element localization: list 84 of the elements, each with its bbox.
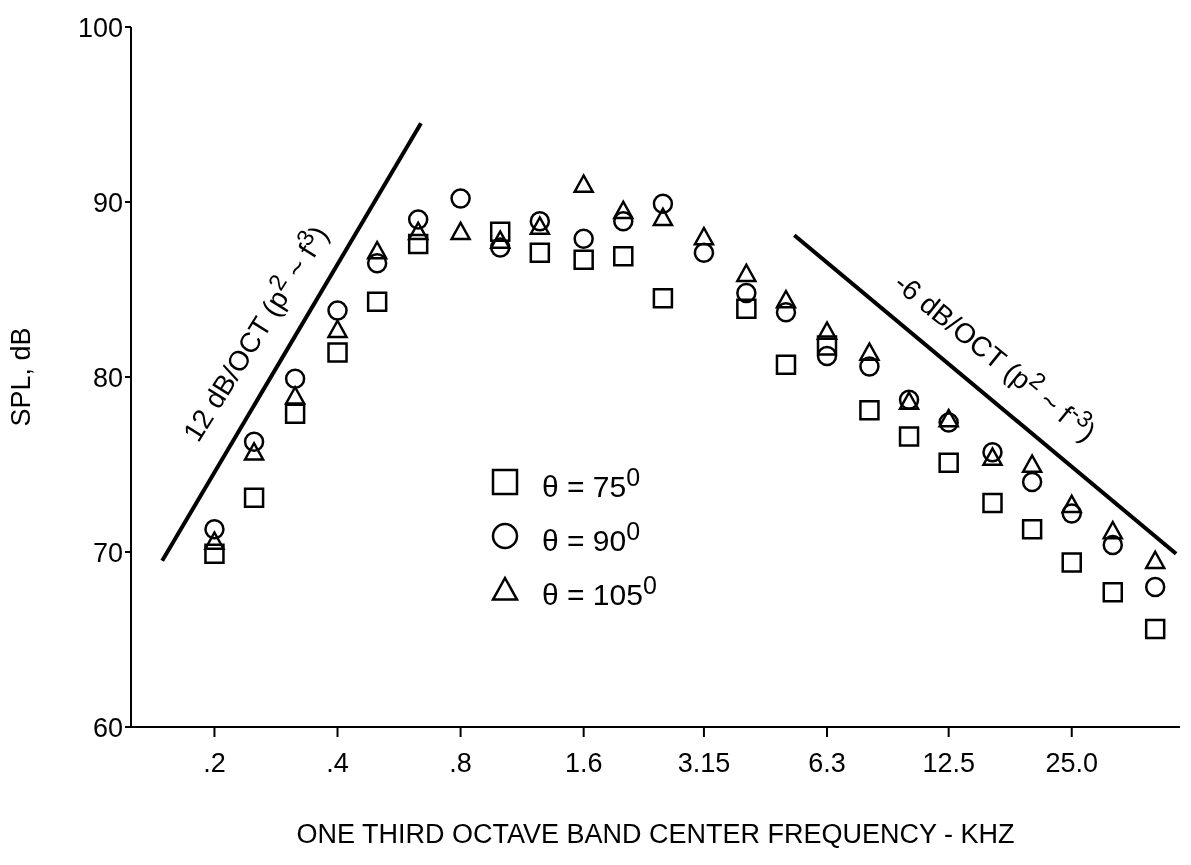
y-tick-label: 100	[77, 12, 123, 43]
point	[1102, 582, 1124, 603]
point	[898, 426, 920, 447]
y-tick-label: 60	[92, 712, 123, 743]
point	[204, 519, 225, 540]
point	[693, 242, 715, 263]
point	[327, 300, 348, 321]
x-axis-title: ONE THIRD OCTAVE BAND CENTER FREQUENCY - KHZ	[296, 819, 1015, 849]
point	[816, 335, 838, 356]
point	[366, 240, 388, 260]
point	[736, 298, 757, 319]
legend-label: θ = 90$^{0}$	[542, 516, 641, 559]
point	[736, 263, 757, 283]
point	[1102, 534, 1124, 556]
point	[982, 492, 1003, 514]
point	[859, 356, 880, 377]
y-axis-title: SPL, dB	[5, 327, 36, 427]
point	[1021, 519, 1043, 540]
point	[613, 211, 634, 232]
point	[204, 531, 225, 550]
point	[775, 354, 797, 375]
point	[284, 403, 306, 424]
point	[1061, 503, 1082, 524]
x-tick-label: 25.0	[1045, 748, 1099, 779]
point	[652, 288, 674, 309]
x-tick-label: 3.15	[677, 748, 731, 779]
legend-label: θ = 105$^{0}$	[542, 570, 657, 613]
x-tick-label: 1.6	[564, 748, 603, 779]
point	[982, 442, 1003, 463]
point	[489, 230, 511, 249]
point	[573, 228, 594, 249]
point	[938, 452, 959, 473]
point	[366, 253, 388, 274]
point	[450, 188, 471, 209]
point	[775, 302, 797, 323]
point	[407, 233, 429, 255]
y-tick-label: 90	[92, 187, 123, 218]
point	[243, 431, 265, 452]
point	[775, 289, 797, 309]
legend-label: θ = 75$^{0}$	[542, 462, 641, 505]
point	[327, 342, 348, 363]
point	[407, 209, 429, 230]
point	[1021, 454, 1043, 473]
x-tick-label: .2	[203, 748, 226, 779]
point	[1021, 471, 1043, 493]
point	[613, 200, 634, 220]
point	[243, 442, 265, 461]
point	[1144, 576, 1166, 598]
point	[859, 400, 880, 421]
point	[736, 282, 757, 304]
x-tick-label: 12.5	[922, 748, 975, 779]
point	[859, 342, 880, 361]
point	[613, 246, 634, 267]
point	[529, 211, 551, 232]
x-tick-label: 6.3	[808, 748, 846, 779]
point	[652, 207, 674, 227]
x-tick-label: .4	[326, 748, 349, 779]
point	[327, 319, 348, 339]
point	[243, 487, 265, 508]
point	[1144, 618, 1166, 640]
point	[529, 216, 551, 235]
point	[529, 242, 551, 263]
point	[816, 321, 838, 340]
point	[204, 543, 225, 564]
point	[284, 368, 306, 389]
point	[1061, 552, 1082, 573]
point	[573, 249, 594, 270]
point	[982, 447, 1003, 466]
point	[366, 291, 388, 312]
point	[1144, 550, 1166, 570]
point	[1061, 494, 1082, 514]
point	[284, 386, 306, 405]
y-tick-label: 80	[92, 362, 123, 393]
point	[938, 408, 959, 428]
y-tick-label: 70	[92, 537, 123, 568]
point	[1102, 520, 1124, 540]
point	[407, 221, 429, 241]
point	[693, 226, 715, 246]
x-tick-label: .8	[449, 748, 472, 779]
point	[816, 345, 838, 367]
point	[652, 193, 674, 214]
point	[489, 221, 511, 242]
point	[573, 174, 594, 193]
point	[450, 221, 471, 241]
